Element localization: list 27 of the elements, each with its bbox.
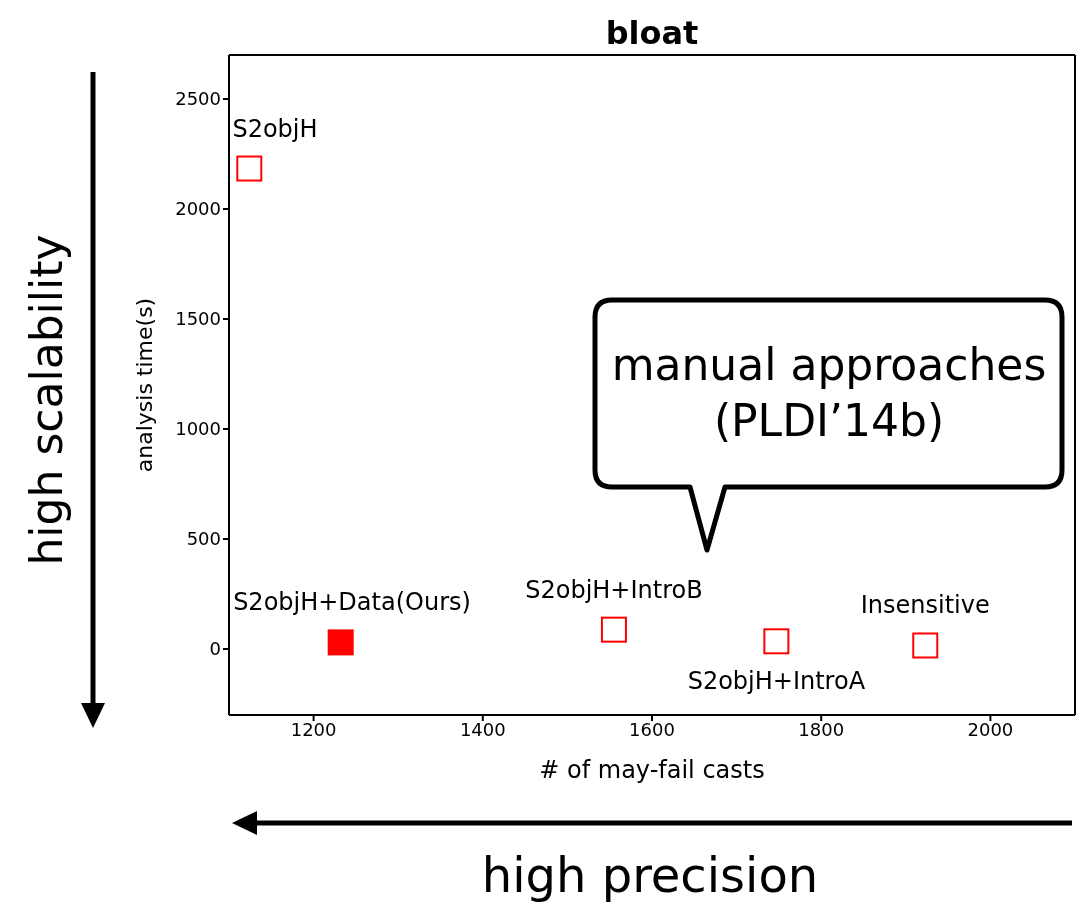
y-tick-label: 1500	[175, 308, 221, 330]
x-tick-label: 1600	[629, 718, 675, 740]
annotation: S2objH+IntroB	[525, 575, 703, 604]
y-tick-label: 2000	[175, 198, 221, 220]
point	[600, 616, 627, 643]
x-tick-label: 1800	[798, 718, 845, 740]
point	[327, 629, 354, 656]
annotation: S2objH+Data(Ours)	[233, 588, 471, 617]
x-tick-label: 1400	[459, 718, 506, 740]
point	[236, 155, 263, 182]
text: high scalability	[21, 234, 72, 566]
text: high precision	[481, 847, 819, 903]
y-tick-label: 2500	[175, 88, 221, 110]
annotation: S2objH	[232, 114, 318, 143]
y-tick-label: 0	[209, 638, 221, 660]
y-tick-label: 500	[186, 528, 221, 550]
x-axis-title: # of may-fail casts	[539, 756, 765, 784]
annotation: S2objH+IntroA	[687, 667, 866, 696]
point	[912, 632, 939, 659]
x-tick-label: 2000	[967, 718, 1014, 740]
annotation: Insensitive	[860, 591, 990, 620]
y-tick-label: 1000	[175, 418, 221, 440]
annotation: manual approaches (PLDI’14b)	[611, 339, 1047, 446]
point	[763, 628, 790, 655]
chart-title: bloat	[605, 14, 699, 52]
x-tick-label: 1200	[290, 718, 337, 740]
y-axis-title: analysis time(s)	[132, 297, 157, 473]
